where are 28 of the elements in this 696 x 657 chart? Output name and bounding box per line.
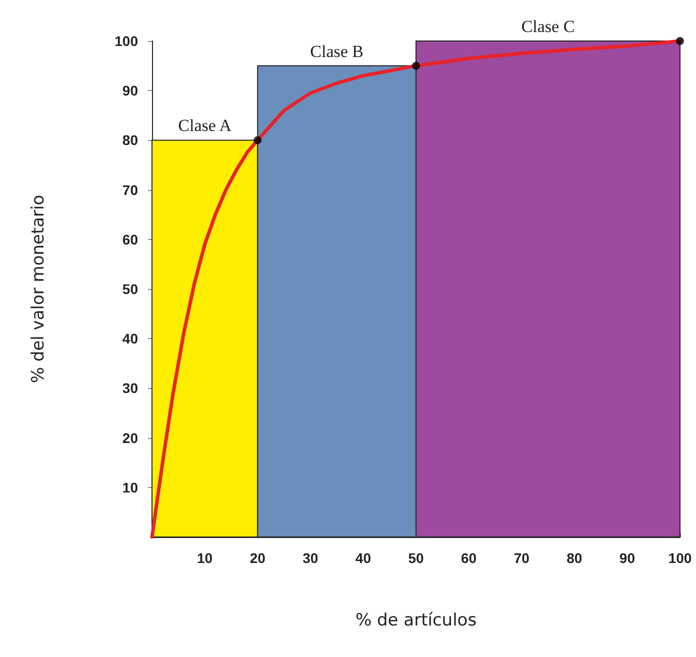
point (254, 136, 262, 144)
y-axis-title: % del valor monetario (28, 194, 48, 384)
y-tick-label: 90 (122, 82, 138, 99)
y-tick-label: 10 (122, 479, 138, 496)
x-tick-label: 10 (197, 550, 213, 566)
annotation: Clase A (178, 116, 232, 136)
annotation: Clase C (521, 17, 575, 36)
annotation: Clase B (310, 42, 364, 61)
x-axis-title: % de artículos (355, 610, 477, 630)
y-tick-label: 80 (122, 132, 138, 148)
x-tick-label: 50 (408, 550, 424, 566)
point (676, 37, 684, 45)
x-tick-label: 70 (514, 550, 530, 566)
x-tick-label: 100 (668, 550, 692, 566)
x-tick-label: 60 (461, 550, 477, 566)
x-tick-label: 20 (250, 550, 266, 566)
y-tick-label: 50 (122, 281, 138, 297)
y-tick-label: 30 (122, 380, 138, 396)
x-tick-label: 40 (355, 550, 372, 566)
y-tick-label: 40 (122, 330, 138, 347)
y-tick-label: 20 (122, 430, 138, 446)
y-tick-label: 60 (122, 231, 138, 248)
y-tick-label: 70 (122, 182, 138, 198)
y-tick-label: 100 (114, 33, 138, 49)
x-tick-label: 80 (566, 550, 582, 566)
point (412, 62, 420, 70)
x-tick-label: 90 (619, 550, 636, 566)
x-tick-label: 30 (302, 550, 318, 566)
